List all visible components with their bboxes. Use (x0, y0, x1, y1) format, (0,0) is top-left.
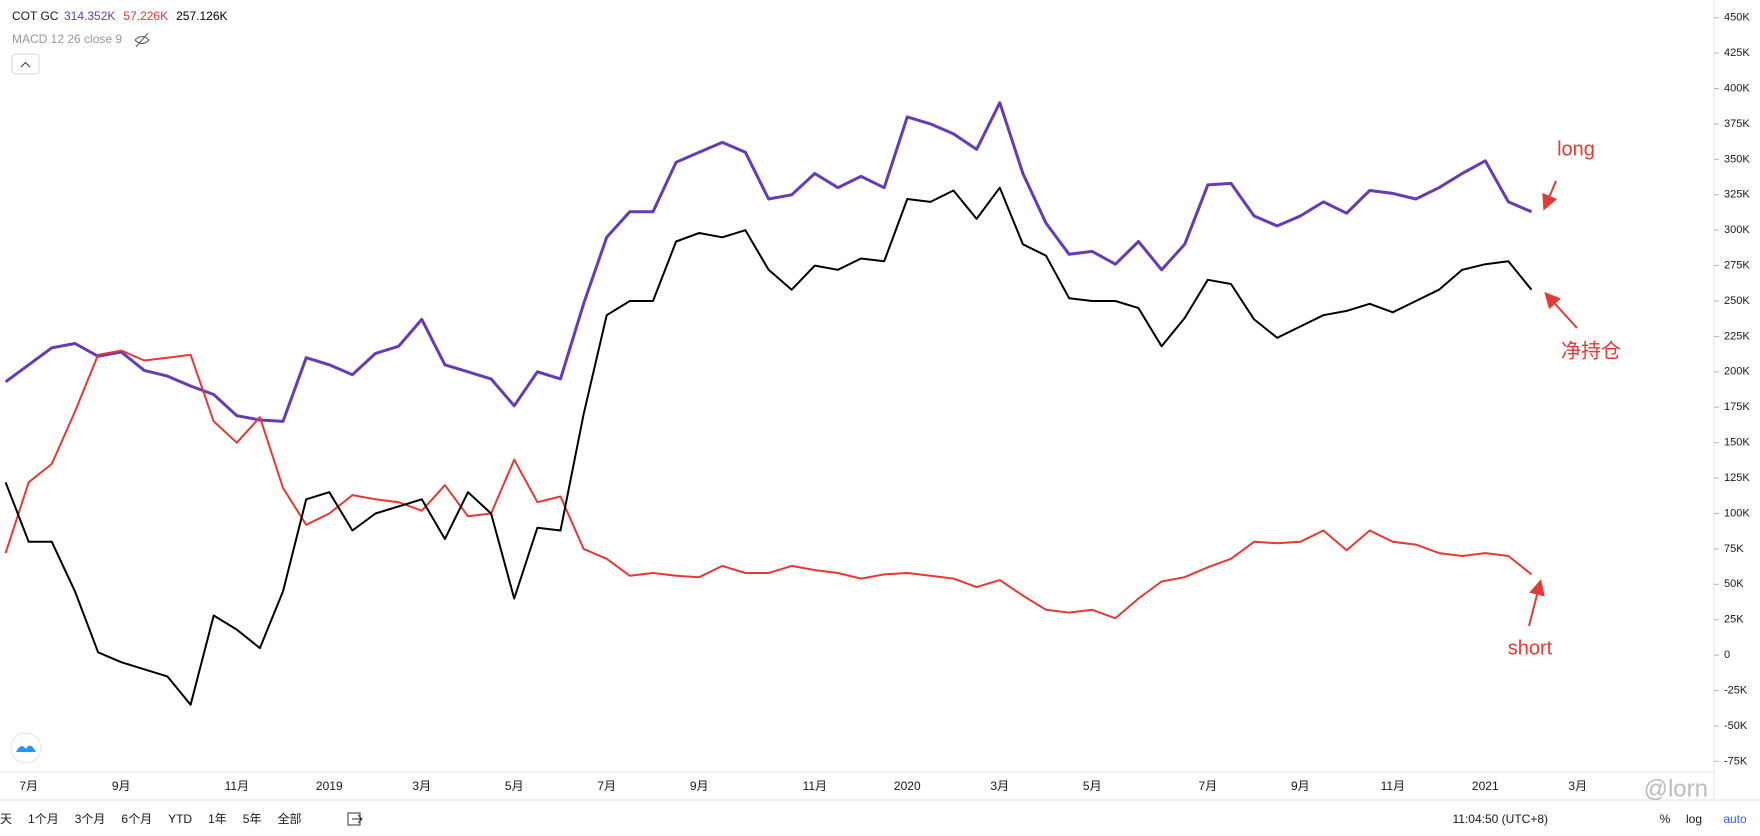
annotation: long (1557, 138, 1595, 160)
range-button[interactable]: 1年 (208, 812, 227, 826)
y-tick-label: 0 (1724, 649, 1730, 661)
indicator: MACD 12 26 close 9 (12, 32, 122, 46)
y-tick-label: 250K (1724, 295, 1750, 307)
x-tick-label: 7月 (19, 779, 38, 793)
y-tick-label: 425K (1724, 47, 1750, 59)
legend-value: 57.226K (123, 9, 168, 23)
hide-icon[interactable] (134, 32, 150, 48)
x-tick-label: 11月 (1381, 779, 1405, 793)
x-tick-label: 5月 (1083, 779, 1102, 793)
goto-date-icon[interactable] (347, 812, 363, 826)
y-tick-label: 400K (1724, 82, 1750, 94)
series-line (4, 186, 1533, 706)
annotation: 净持仓 (1561, 339, 1621, 362)
x-tick-label: 2019 (316, 779, 343, 793)
y-tick-label: -25K (1724, 684, 1748, 696)
x-tick-label: 3月 (990, 779, 1009, 793)
log-button[interactable]: log (1686, 812, 1702, 826)
x-tick-label: 7月 (597, 779, 616, 793)
range-button[interactable]: 全部 (277, 811, 301, 826)
symbol: COT GC (12, 9, 59, 23)
y-tick-label: 125K (1724, 472, 1750, 484)
y-tick-label: 350K (1724, 153, 1750, 165)
legend-header: COT GC MACD 12 26 close 9 (11, 9, 150, 75)
percent-button[interactable]: % (1660, 812, 1671, 826)
y-tick-label: 100K (1724, 507, 1750, 519)
y-tick-label: 275K (1724, 260, 1750, 272)
x-tick-label: 9月 (1291, 779, 1310, 793)
auto-button[interactable]: auto (1723, 812, 1747, 826)
clock: 11:04:50 (UTC+8) (1453, 812, 1549, 826)
x-tick-label: 9月 (112, 779, 131, 793)
x-tick-label: 3月 (412, 779, 431, 793)
y-tick-label: 75K (1724, 543, 1744, 555)
watermark: @lorn (1644, 775, 1708, 802)
range-button[interactable]: 3个月 (75, 812, 106, 826)
x-tick-label: 3月 (1568, 779, 1587, 793)
x-tick-label: 9月 (690, 779, 709, 793)
range-button[interactable]: 1个月 (28, 812, 59, 826)
y-tick-label: 300K (1724, 224, 1750, 236)
legend-value: 314.352K (64, 9, 115, 23)
x-tick-label: 11月 (803, 779, 827, 793)
logo-icon (16, 745, 36, 752)
y-tick-label: 325K (1724, 189, 1750, 201)
range-button[interactable]: 天 (0, 812, 12, 826)
y-tick-label: -50K (1724, 720, 1748, 732)
x-tick-label: 2021 (1472, 779, 1499, 793)
legend-value: 257.126K (176, 9, 227, 23)
range-button[interactable]: 5年 (243, 812, 262, 826)
logo[interactable] (10, 732, 42, 764)
collapse-icon (20, 61, 31, 68)
y-tick-label: 375K (1724, 118, 1750, 130)
y-tick-label: 225K (1724, 330, 1750, 342)
y-tick-label: 200K (1724, 366, 1750, 378)
y-tick-label: 175K (1724, 401, 1750, 413)
x-tick-label: 5月 (505, 779, 524, 793)
range-button[interactable]: YTD (168, 812, 192, 826)
series-line (4, 349, 1533, 620)
series-line (4, 101, 1533, 423)
arrow (1544, 292, 1578, 329)
collapse-button[interactable] (11, 53, 40, 75)
y-tick-label: -75K (1724, 755, 1748, 767)
x-tick-label: 7月 (1198, 779, 1217, 793)
y-tick-label: 450K (1724, 12, 1750, 24)
range-button[interactable]: 6个月 (121, 812, 152, 826)
y-tick-label: 50K (1724, 578, 1744, 590)
y-tick-label: 25K (1724, 614, 1744, 626)
x-tick-label: 11月 (225, 779, 249, 793)
arrow (1528, 579, 1545, 627)
annotation: short (1508, 637, 1553, 659)
y-tick-label: 150K (1724, 437, 1750, 449)
arrow (1542, 180, 1558, 211)
x-tick-label: 2020 (894, 779, 921, 793)
